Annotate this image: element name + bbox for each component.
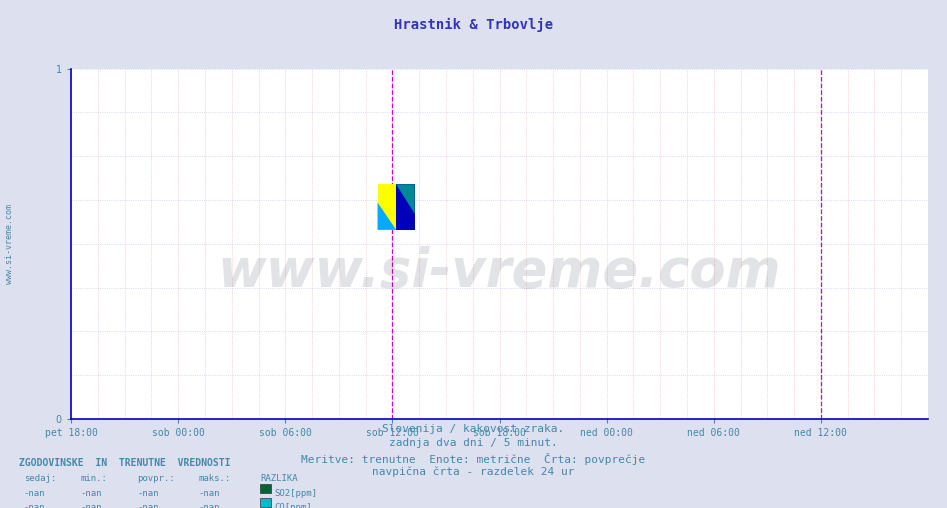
Polygon shape [378, 203, 396, 230]
Text: www.si-vreme.com: www.si-vreme.com [5, 204, 14, 284]
Text: Slovenija / kakovost zraka.: Slovenija / kakovost zraka. [383, 424, 564, 434]
Text: -nan: -nan [80, 503, 102, 508]
Text: Meritve: trenutne  Enote: metrične  Črta: povprečje: Meritve: trenutne Enote: metrične Črta: … [301, 453, 646, 465]
Text: -nan: -nan [137, 503, 159, 508]
Text: min.:: min.: [80, 474, 107, 484]
Text: -nan: -nan [24, 489, 45, 498]
Text: -nan: -nan [199, 503, 221, 508]
Text: www.si-vreme.com: www.si-vreme.com [218, 246, 781, 298]
Text: Hrastnik & Trbovlje: Hrastnik & Trbovlje [394, 18, 553, 32]
Text: RAZLIKA: RAZLIKA [260, 474, 298, 484]
Bar [378, 184, 396, 230]
Text: navpična črta - razdelek 24 ur: navpična črta - razdelek 24 ur [372, 467, 575, 478]
Text: povpr.:: povpr.: [137, 474, 175, 484]
Bar [396, 184, 415, 230]
Polygon shape [396, 184, 415, 214]
Text: -nan: -nan [80, 489, 102, 498]
Text: SO2[ppm]: SO2[ppm] [275, 489, 317, 498]
Text: -nan: -nan [199, 489, 221, 498]
Text: -nan: -nan [24, 503, 45, 508]
Text: CO[ppm]: CO[ppm] [275, 503, 313, 508]
Text: zadnja dva dni / 5 minut.: zadnja dva dni / 5 minut. [389, 438, 558, 449]
Text: ZGODOVINSKE  IN  TRENUTNE  VREDNOSTI: ZGODOVINSKE IN TRENUTNE VREDNOSTI [19, 458, 230, 468]
Text: -nan: -nan [137, 489, 159, 498]
Text: maks.:: maks.: [199, 474, 231, 484]
Text: sedaj:: sedaj: [24, 474, 56, 484]
